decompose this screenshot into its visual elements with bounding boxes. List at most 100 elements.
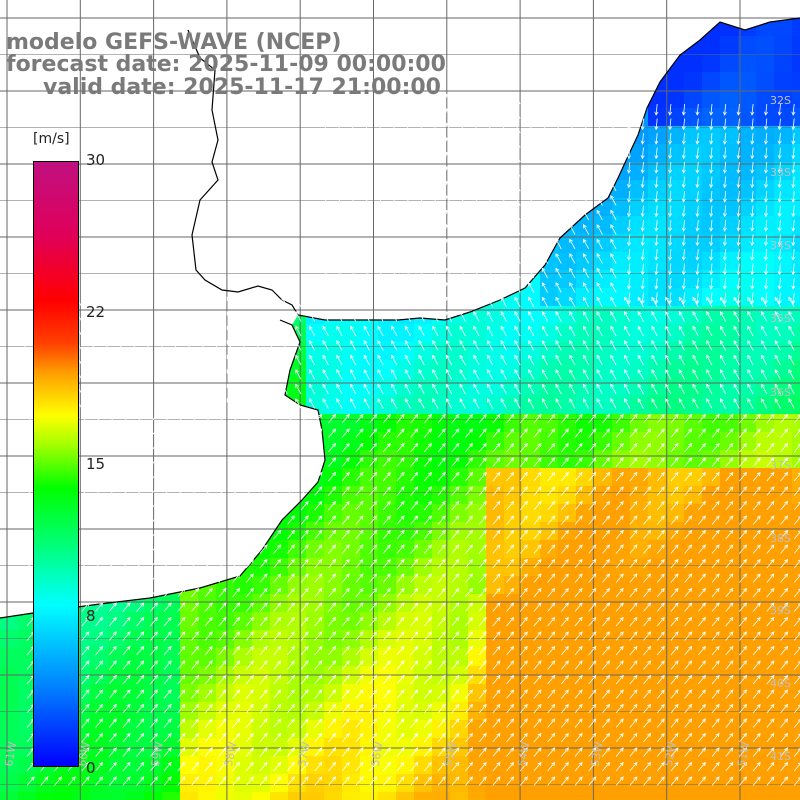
wind-cell (414, 792, 433, 800)
wind-cell (612, 504, 631, 523)
wind-cell (792, 54, 800, 73)
wind-cell (792, 18, 800, 37)
wind-cell (396, 360, 415, 379)
wind-cell (378, 378, 397, 397)
wind-cell (738, 558, 757, 577)
wind-cell (630, 522, 649, 541)
wind-cell (594, 306, 613, 325)
wind-cell (126, 738, 145, 757)
wind-cell (504, 360, 523, 379)
wind-cell (702, 450, 721, 469)
wind-cell (666, 180, 685, 199)
wind-cell (450, 432, 469, 451)
wind-cell (756, 342, 775, 361)
wind-cell (702, 612, 721, 631)
wind-cell (468, 342, 487, 361)
wind-cell (468, 540, 487, 559)
wind-cell (162, 648, 181, 667)
wind-cell (270, 648, 289, 667)
wind-cell (558, 396, 577, 415)
wind-cell (342, 522, 361, 541)
wind-cell (630, 216, 649, 235)
wind-cell (612, 774, 631, 793)
wind-cell (576, 774, 595, 793)
wind-cell (756, 108, 775, 127)
wind-cell (540, 486, 559, 505)
wind-cell (756, 198, 775, 217)
wind-cell (576, 468, 595, 487)
wind-cell (756, 648, 775, 667)
wind-cell (522, 324, 541, 343)
wind-cell (486, 558, 505, 577)
colorbar-tick-15: 15 (86, 455, 106, 473)
wind-cell (774, 306, 793, 325)
wind-cell (288, 522, 307, 541)
wind-cell (648, 144, 667, 163)
wind-cell (576, 414, 595, 433)
wind-cell (216, 612, 235, 631)
wind-cell (792, 522, 800, 541)
wind-cell (702, 792, 721, 800)
wind-cell (594, 414, 613, 433)
wind-cell (522, 774, 541, 793)
wind-cell (306, 684, 325, 703)
wind-cell (180, 774, 199, 793)
wind-cell (270, 684, 289, 703)
wind-cell (360, 612, 379, 631)
wind-cell (702, 180, 721, 199)
wind-cell (720, 126, 739, 145)
wind-cell (0, 630, 19, 649)
wind-cell (252, 576, 271, 595)
wind-cell (216, 630, 235, 649)
wind-cell (324, 774, 343, 793)
wind-cell (522, 378, 541, 397)
wind-cell (342, 342, 361, 361)
wind-cell (738, 522, 757, 541)
wind-cell (738, 270, 757, 289)
wind-cell (414, 522, 433, 541)
wind-cell (558, 414, 577, 433)
wind-cell (450, 414, 469, 433)
wind-cell (684, 450, 703, 469)
wind-cell (630, 306, 649, 325)
wind-cell (612, 234, 631, 253)
wind-cell (720, 432, 739, 451)
wind-cell (234, 594, 253, 613)
wind-cell (0, 648, 19, 667)
wind-cell (432, 522, 451, 541)
wind-cell (630, 288, 649, 307)
wind-cell (702, 396, 721, 415)
wind-cell (738, 360, 757, 379)
wind-cell (540, 630, 559, 649)
wind-cell (504, 630, 523, 649)
wind-cell (792, 432, 800, 451)
wind-cell (738, 414, 757, 433)
wind-cell (738, 486, 757, 505)
wind-cell (396, 540, 415, 559)
wind-cell (612, 432, 631, 451)
wind-cell (522, 288, 541, 307)
wind-cell (540, 468, 559, 487)
wind-cell (684, 414, 703, 433)
wind-cell (108, 792, 127, 800)
wind-cell (630, 684, 649, 703)
wind-cell (450, 630, 469, 649)
wind-cell (594, 792, 613, 800)
wind-cell (594, 648, 613, 667)
wind-cell (774, 774, 793, 793)
wind-cell (720, 684, 739, 703)
wind-cell (558, 468, 577, 487)
wind-cell (540, 540, 559, 559)
wind-cell (720, 774, 739, 793)
wind-cell (684, 594, 703, 613)
wind-cell (342, 648, 361, 667)
wind-cell (396, 630, 415, 649)
wind-cell (360, 360, 379, 379)
wind-cell (432, 432, 451, 451)
wind-cell (684, 324, 703, 343)
wind-cell (756, 126, 775, 145)
wind-cell (396, 522, 415, 541)
wind-cell (666, 126, 685, 145)
wind-cell (450, 558, 469, 577)
wind-cell (594, 720, 613, 739)
